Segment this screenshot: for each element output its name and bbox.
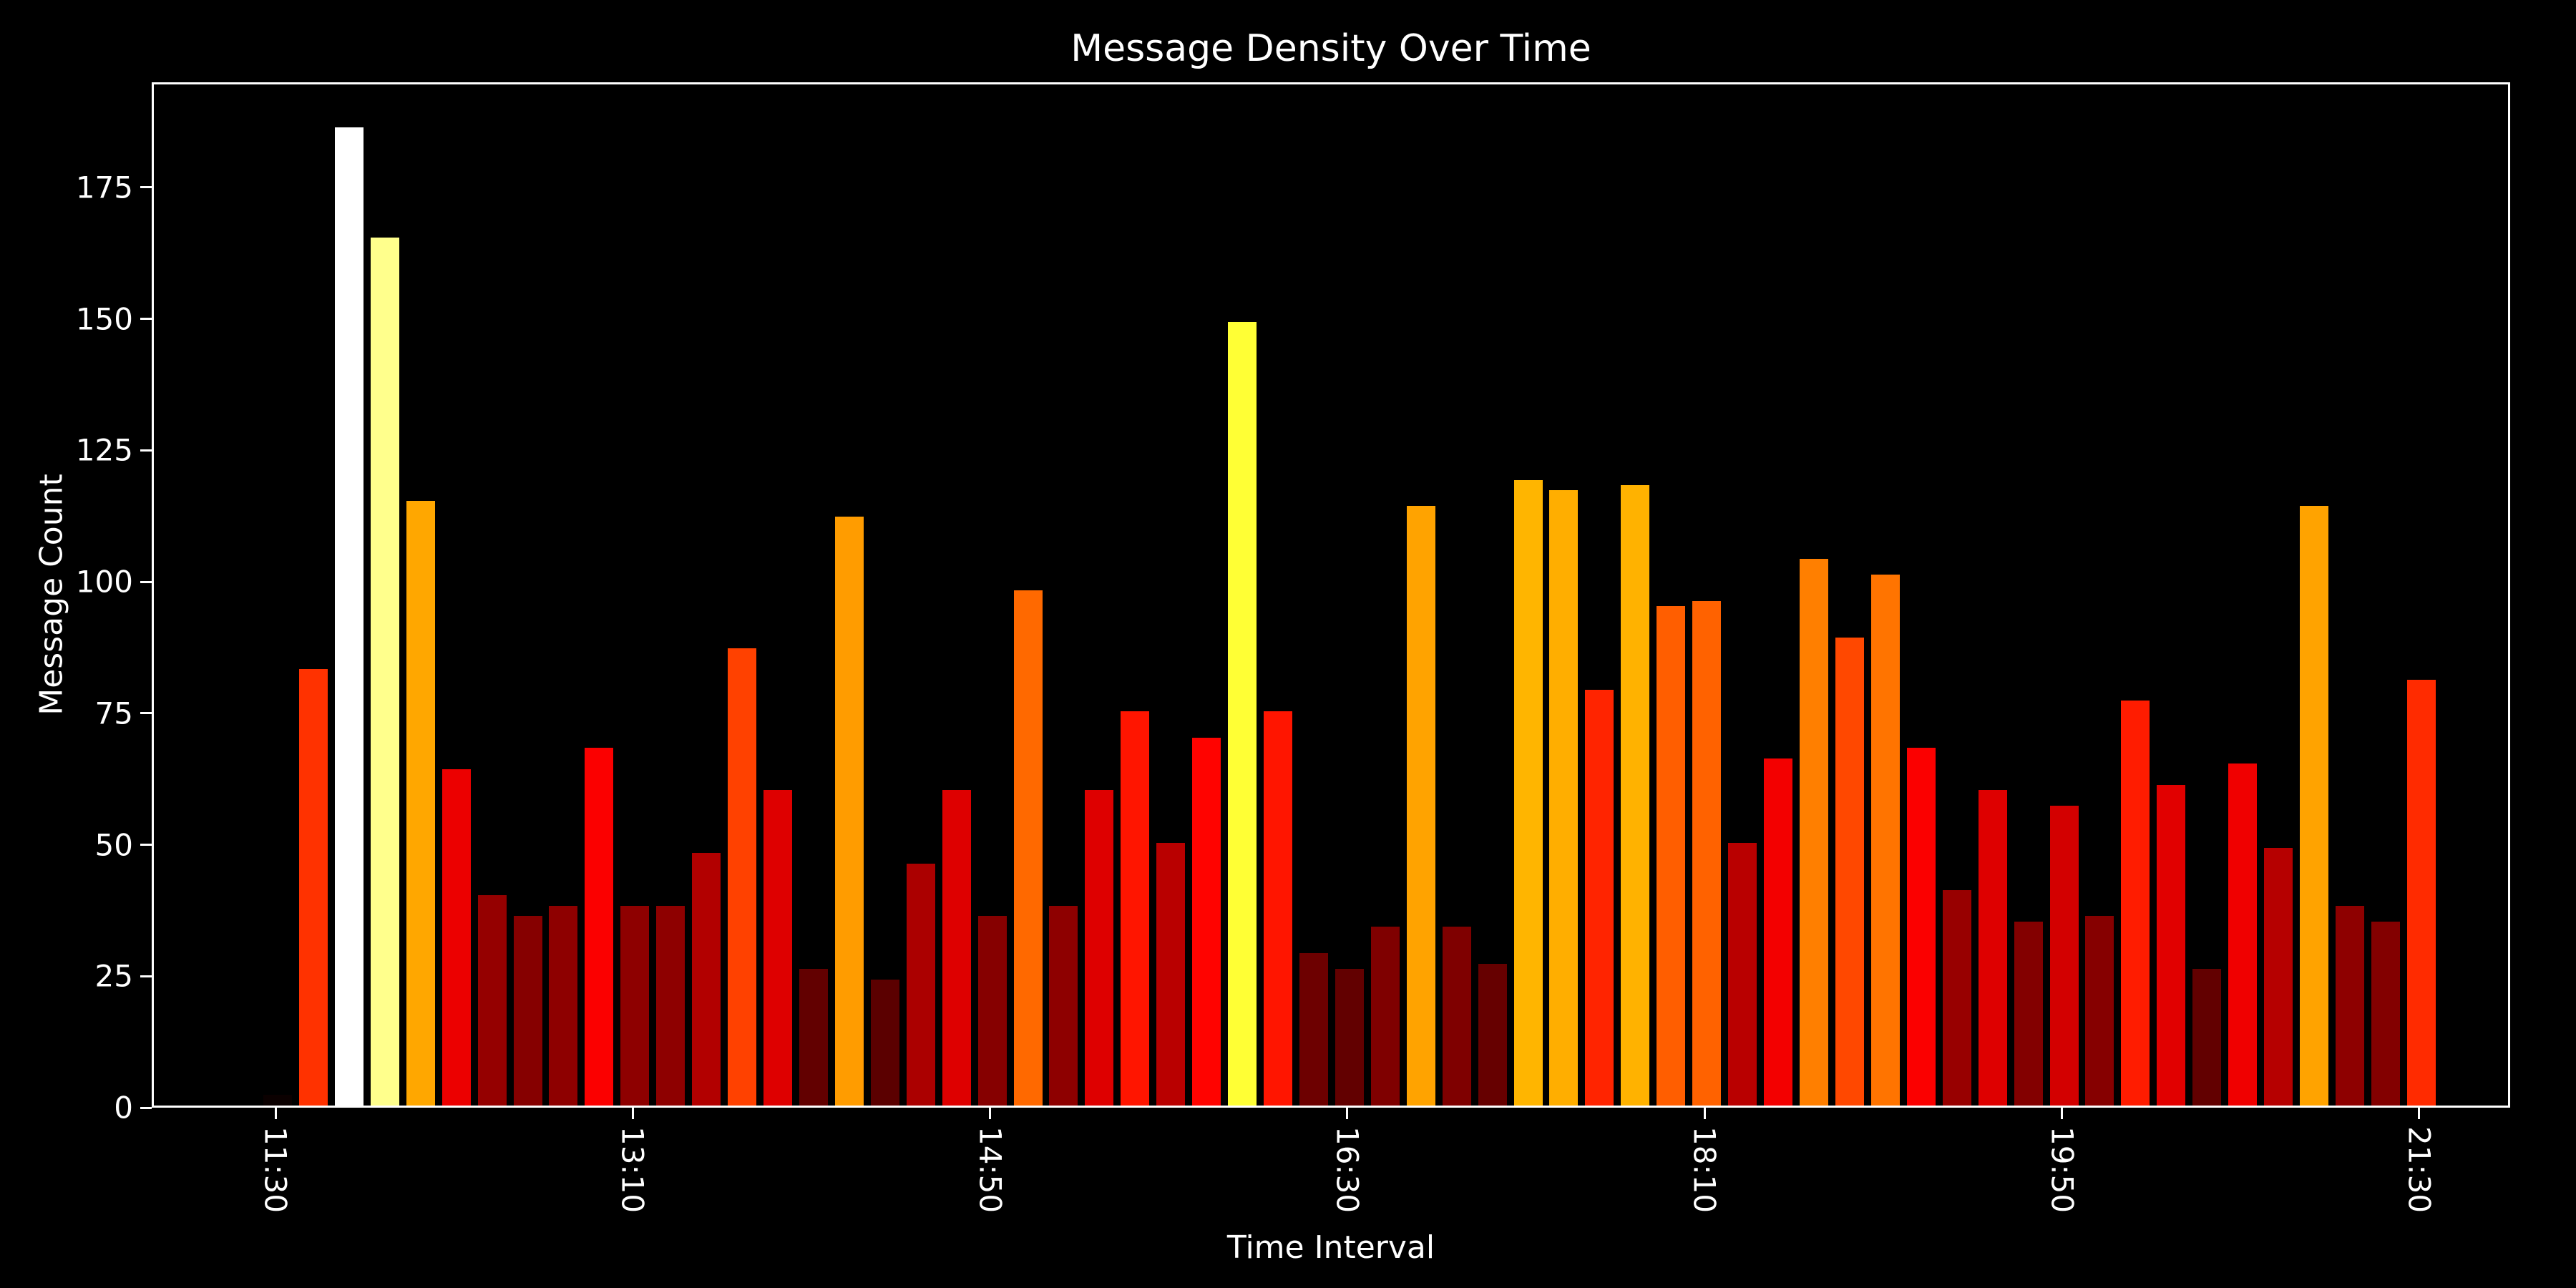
y-tick-label: 25 bbox=[94, 958, 133, 994]
x-tick-label: 11:30 bbox=[258, 1126, 293, 1214]
bar bbox=[942, 790, 971, 1106]
bar bbox=[2264, 848, 2293, 1106]
bar bbox=[371, 238, 399, 1106]
bar bbox=[2050, 806, 2079, 1106]
bar bbox=[1871, 575, 1900, 1106]
bar bbox=[1014, 590, 1043, 1106]
bar bbox=[442, 769, 471, 1106]
bar bbox=[2121, 701, 2150, 1106]
y-tick bbox=[140, 186, 152, 188]
bar bbox=[263, 1095, 292, 1106]
bar bbox=[1443, 927, 1471, 1106]
bar bbox=[1407, 506, 1435, 1106]
x-tick-label: 13:10 bbox=[615, 1126, 650, 1214]
y-tick bbox=[140, 975, 152, 977]
x-tick-label: 14:50 bbox=[972, 1126, 1008, 1214]
bar bbox=[2336, 906, 2364, 1106]
bar bbox=[1299, 953, 1328, 1106]
bar bbox=[1335, 969, 1364, 1106]
x-tick bbox=[275, 1108, 277, 1119]
y-tick bbox=[140, 844, 152, 846]
x-tick bbox=[989, 1108, 991, 1119]
bar bbox=[799, 969, 828, 1106]
bar bbox=[1943, 890, 1971, 1106]
bar bbox=[620, 906, 649, 1106]
plot-area bbox=[152, 82, 2510, 1108]
bar bbox=[1192, 738, 1221, 1106]
bar bbox=[763, 790, 792, 1106]
y-tick-label: 125 bbox=[75, 432, 133, 468]
bar bbox=[2407, 680, 2436, 1106]
bar bbox=[1728, 843, 1757, 1106]
bar bbox=[1049, 906, 1078, 1106]
bar bbox=[2014, 922, 2043, 1106]
bar bbox=[1907, 748, 1936, 1106]
bar bbox=[692, 853, 721, 1106]
x-tick bbox=[1704, 1108, 1706, 1119]
bar bbox=[2085, 916, 2114, 1106]
y-tick-label: 0 bbox=[114, 1090, 133, 1126]
bar bbox=[1835, 638, 1864, 1106]
bar bbox=[585, 748, 613, 1106]
x-tick-label: 16:30 bbox=[1330, 1126, 1365, 1214]
bar bbox=[2371, 922, 2400, 1106]
bar bbox=[2192, 969, 2221, 1106]
bar bbox=[728, 648, 756, 1106]
bar bbox=[2228, 763, 2257, 1106]
y-tick-label: 150 bbox=[75, 301, 133, 337]
bar bbox=[1121, 711, 1149, 1106]
x-tick bbox=[632, 1108, 634, 1119]
x-axis-label: Time Interval bbox=[1226, 1229, 1435, 1266]
bar bbox=[1585, 690, 1614, 1106]
y-tick-label: 75 bbox=[94, 696, 133, 731]
x-tick-label: 18:10 bbox=[1687, 1126, 1722, 1214]
x-tick bbox=[2061, 1108, 2063, 1119]
bar bbox=[549, 906, 577, 1106]
bar bbox=[871, 980, 899, 1106]
bar bbox=[1621, 485, 1649, 1106]
bar bbox=[1228, 322, 1257, 1106]
bar bbox=[835, 517, 864, 1106]
y-tick bbox=[140, 449, 152, 452]
y-tick bbox=[140, 581, 152, 583]
bar bbox=[656, 906, 685, 1106]
y-tick-label: 175 bbox=[75, 170, 133, 205]
bar bbox=[1514, 480, 1543, 1106]
y-tick bbox=[140, 318, 152, 320]
x-tick-label: 19:50 bbox=[2044, 1126, 2080, 1214]
bar bbox=[1371, 927, 1400, 1106]
bar bbox=[1478, 964, 1507, 1106]
bar bbox=[1800, 559, 1828, 1106]
x-tick-label: 21:30 bbox=[2401, 1126, 2437, 1214]
bar bbox=[514, 916, 542, 1106]
bar bbox=[1692, 601, 1721, 1106]
bar bbox=[978, 916, 1007, 1106]
bar bbox=[1549, 490, 1578, 1106]
x-tick bbox=[2418, 1108, 2420, 1119]
y-tick bbox=[140, 712, 152, 714]
bar bbox=[1085, 790, 1113, 1106]
bar bbox=[335, 127, 364, 1106]
chart-title: Message Density Over Time bbox=[1070, 27, 1591, 70]
bar bbox=[2300, 506, 2328, 1106]
bar bbox=[478, 895, 507, 1106]
bar bbox=[299, 669, 328, 1106]
bar bbox=[1657, 606, 1685, 1106]
bar bbox=[1979, 790, 2007, 1106]
bar bbox=[1156, 843, 1185, 1106]
y-tick-label: 50 bbox=[94, 827, 133, 863]
bar bbox=[907, 864, 935, 1106]
x-tick bbox=[1346, 1108, 1348, 1119]
bar bbox=[406, 501, 435, 1106]
y-tick bbox=[140, 1107, 152, 1109]
bar bbox=[1264, 711, 1292, 1106]
bar bbox=[2157, 785, 2185, 1106]
bar bbox=[1764, 758, 1792, 1106]
y-tick-label: 100 bbox=[75, 564, 133, 600]
